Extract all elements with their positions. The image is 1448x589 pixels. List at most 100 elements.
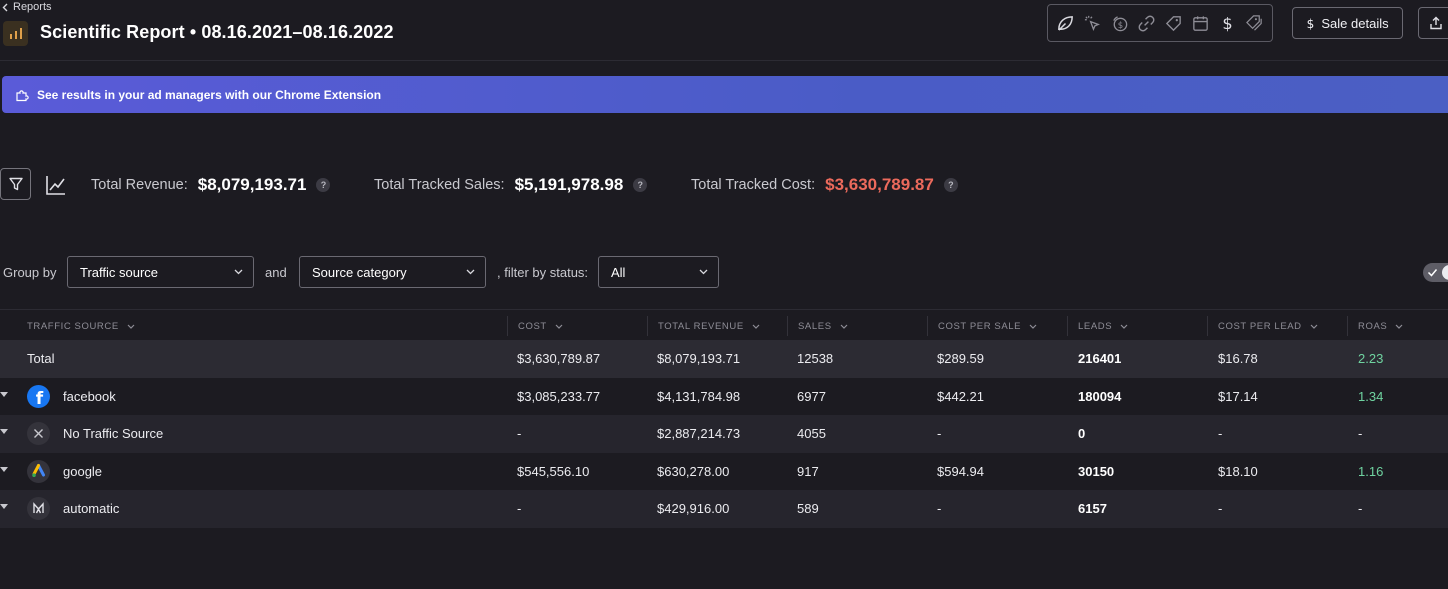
column-divider [1067, 316, 1068, 336]
leaf-icon[interactable] [1054, 12, 1077, 35]
table-row[interactable]: automatic - $429,916.00 589 - 6157 - - [0, 490, 1448, 528]
tags-icon[interactable] [1243, 12, 1266, 35]
leads-cell: 6157 [1078, 501, 1107, 517]
column-header-cost-per-sale[interactable]: COST PER SALE [938, 321, 1037, 332]
leads-cell: 0 [1078, 426, 1086, 442]
column-header-leads[interactable]: LEADS [1078, 321, 1128, 332]
column-header-sales[interactable]: SALES [798, 321, 848, 332]
kpi-total-tracked-sales: Total Tracked Sales: $5,191,978.98 ? [374, 175, 648, 195]
revenue-cell: $429,916.00 [657, 501, 730, 517]
cost-per-sale-cell: $442.21 [937, 388, 984, 404]
revenue-cell: $4,131,784.98 [657, 388, 741, 404]
expand-arrow-icon[interactable] [0, 391, 8, 397]
roas-cell: 1.16 [1358, 463, 1384, 479]
report-chart-icon [3, 21, 28, 46]
help-icon[interactable]: ? [316, 178, 331, 192]
toggle-knob [1442, 265, 1448, 280]
chevron-down-icon [466, 269, 475, 275]
expand-arrow-icon[interactable] [0, 504, 8, 509]
line-chart-icon [46, 176, 65, 195]
leads-cell: 180094 [1078, 388, 1122, 404]
cost-per-sale-cell: $289.59 [937, 351, 984, 367]
sales-cell: 917 [797, 463, 819, 479]
google-ads-icon [27, 459, 50, 483]
cost-cell: $3,630,789.87 [517, 351, 601, 367]
status-select[interactable]: All [598, 256, 719, 288]
dollar-icon: $ [1307, 17, 1315, 30]
sales-cell: 589 [797, 501, 819, 517]
svg-text:$: $ [1222, 14, 1232, 33]
column-header-traffic-source[interactable]: TRAFFIC SOURCE [27, 321, 135, 332]
cost-cell: - [517, 426, 522, 442]
source-cell: Total [27, 351, 55, 367]
link-icon[interactable] [1135, 12, 1158, 35]
expand-arrow-icon[interactable] [0, 466, 8, 472]
second-group-select[interactable]: Source category [299, 256, 486, 288]
group-by-select[interactable]: Traffic source [67, 256, 254, 288]
filter-status-label: , filter by status: [497, 265, 589, 280]
table-row[interactable]: No Traffic Source - $2,887,214.73 4055 -… [0, 415, 1448, 453]
back-to-reports-link[interactable]: Reports [2, 1, 52, 13]
help-icon[interactable]: ? [943, 178, 958, 192]
and-label: and [265, 265, 287, 280]
column-divider [1207, 316, 1208, 336]
table-row[interactable]: google $545,556.10 $630,278.00 917 $594.… [0, 453, 1448, 491]
help-icon[interactable]: ? [633, 178, 648, 192]
dollar-icon[interactable]: $ [1216, 12, 1239, 35]
chart-toggle-button[interactable] [44, 173, 68, 197]
cost-per-sale-cell: - [937, 426, 942, 442]
column-header-cost[interactable]: COST [518, 321, 563, 332]
column-header-cost-per-lead[interactable]: COST PER LEAD [1218, 321, 1318, 332]
view-toggle[interactable] [1423, 263, 1448, 282]
leads-cell: 30150 [1078, 463, 1115, 479]
revenue-cell: $630,278.00 [657, 463, 730, 479]
source-cell: automatic [63, 501, 120, 517]
status-value: All [611, 264, 626, 280]
sale-details-button[interactable]: $ Sale details [1292, 7, 1403, 39]
chevron-down-icon [1120, 324, 1128, 329]
table-header: TRAFFIC SOURCE COST TOTAL REVENUE SALES … [0, 309, 1448, 340]
chevron-down-icon [234, 269, 243, 275]
chevron-down-icon [127, 324, 135, 329]
column-divider [507, 316, 508, 336]
chevron-down-icon [1029, 324, 1037, 329]
page-title: Scientific Report • 08.16.2021–08.16.202… [40, 22, 394, 42]
column-divider [1347, 316, 1348, 336]
expand-arrow-icon[interactable] [0, 429, 8, 434]
group-by-label: Group by [3, 265, 57, 280]
sales-cell: 6977 [797, 388, 826, 404]
chevron-down-icon [752, 324, 760, 329]
leads-cell: 216401 [1078, 351, 1122, 367]
group-by-controls: Group by Traffic source and Source categ… [0, 256, 1448, 288]
sales-cell: 4055 [797, 426, 826, 442]
column-header-roas[interactable]: ROAS [1358, 321, 1403, 332]
column-header-total-revenue[interactable]: TOTAL REVENUE [658, 321, 760, 332]
tag-icon[interactable] [1162, 12, 1185, 35]
revenue-cell: $2,887,214.73 [657, 426, 741, 442]
cost-per-lead-cell: $17.14 [1218, 388, 1258, 404]
filter-icon [8, 177, 23, 191]
table-row[interactable]: f facebook $3,085,233.77 $4,131,784.98 6… [0, 378, 1448, 416]
coin-icon[interactable]: $ [1108, 12, 1131, 35]
click-icon[interactable] [1081, 12, 1104, 35]
kpi-label: Total Revenue: [91, 177, 188, 193]
cost-per-sale-cell: - [937, 501, 942, 517]
filter-button[interactable] [0, 168, 31, 200]
kpi-value: $5,191,978.98 [514, 175, 624, 194]
svg-text:$: $ [1118, 20, 1123, 30]
kpi-value: $3,630,789.87 [825, 175, 934, 194]
sales-cell: 12538 [797, 351, 834, 367]
column-divider [647, 316, 648, 336]
export-button[interactable] [1418, 7, 1448, 39]
chevron-down-icon [555, 324, 563, 329]
cost-per-lead-cell: $16.78 [1218, 351, 1258, 367]
kpi-label: Total Tracked Cost: [691, 177, 816, 193]
second-group-value: Source category [312, 264, 407, 280]
calendar-icon[interactable] [1189, 12, 1212, 35]
cost-cell: $545,556.10 [517, 463, 590, 479]
roas-cell: 2.23 [1358, 351, 1384, 367]
chrome-extension-banner[interactable]: See results in your ad managers with our… [2, 76, 1448, 113]
source-cell: google [63, 463, 103, 479]
column-preset-toolbar: $ $ [1047, 4, 1273, 42]
back-link-label: Reports [13, 1, 52, 13]
